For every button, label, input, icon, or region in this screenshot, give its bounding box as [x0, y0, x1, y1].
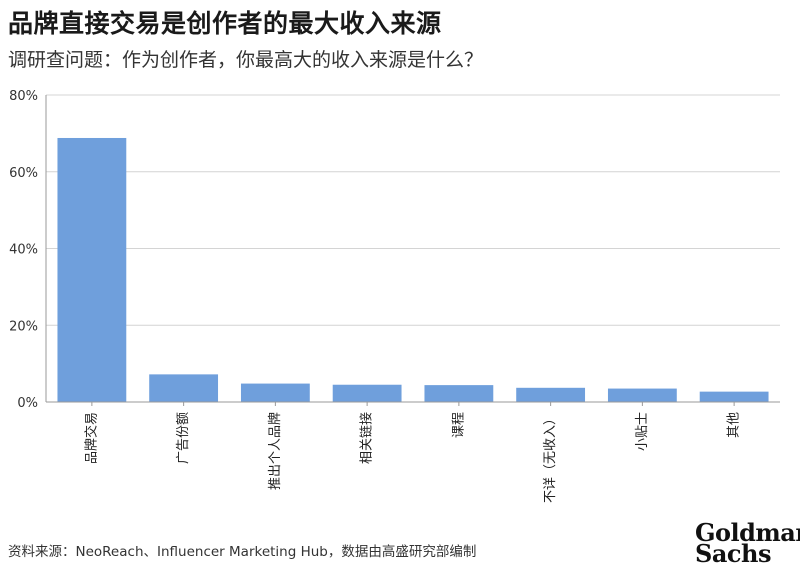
- y-axis-ticks: 0% 20% 40% 60% 80%: [9, 89, 38, 411]
- x-tick-label: 不详（无收入）: [543, 412, 558, 503]
- logo-line-2: Sachs: [695, 539, 771, 568]
- x-tick-label: 品牌交易: [83, 412, 99, 464]
- bar: [240, 383, 310, 402]
- y-tick-label: 40%: [9, 243, 38, 258]
- axes: [45, 95, 780, 406]
- bar: [699, 391, 769, 402]
- y-tick-label: 60%: [9, 166, 38, 181]
- x-tick-label: 推出个人品牌: [267, 412, 283, 490]
- bar: [516, 387, 586, 402]
- bar: [424, 385, 494, 402]
- x-tick-label: 相关链接: [359, 412, 375, 464]
- x-tick-label: 广告份额: [176, 412, 191, 464]
- chart-title: 品牌直接交易是创作者的最大收入来源: [8, 9, 442, 38]
- x-tick-label: 小贴士: [635, 412, 650, 451]
- x-tick-label: 其他: [727, 412, 742, 438]
- bar: [57, 137, 127, 403]
- goldman-sachs-logo: Goldman Sachs: [695, 518, 800, 568]
- bars: [57, 137, 769, 403]
- gridlines: [46, 94, 780, 326]
- bar: [607, 388, 677, 402]
- source-note: 资料来源：NeoReach、Influencer Marketing Hub，数…: [8, 544, 477, 560]
- y-tick-label: 80%: [9, 89, 38, 104]
- chart-subtitle: 调研查问题：作为创作者，你最高大的收入来源是什么？: [8, 49, 484, 71]
- x-tick-label: 课程: [451, 412, 466, 438]
- y-tick-label: 0%: [17, 396, 38, 411]
- bar: [332, 384, 402, 402]
- logo-line-1: Goldman: [695, 518, 800, 547]
- x-axis-ticks: 品牌交易 广告份额 推出个人品牌 相关链接 课程 不详（无收入） 小贴士 其他: [83, 412, 741, 503]
- bar: [149, 374, 219, 402]
- y-tick-label: 20%: [9, 319, 38, 334]
